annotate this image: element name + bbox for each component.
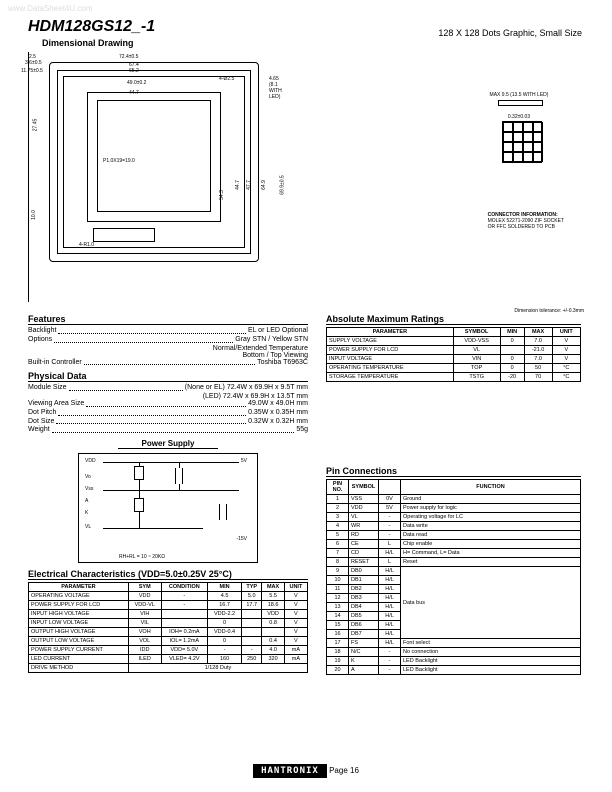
dim-2745: 27.45 [32,119,38,132]
dim-v477: 47.7 [246,180,252,190]
phys-module-k: Module Size [28,384,67,393]
elec-heading: Electrical Characteristics (VDD=5.0±0.25… [28,569,308,580]
dim-649: 64.9 [261,180,267,190]
abs-table: PARAMETERSYMBOLMINMAXUNITSUPPLY VOLTAGEV… [326,327,581,382]
phys-weight-k: Weight [28,426,50,435]
pw-vo: Vo [85,474,91,480]
dim-543: 54.3 [219,190,225,200]
feat-options-v3: Bottom / Top Viewing [28,352,308,359]
feat-backlight-v: EL or LED Optional [248,327,308,336]
phys-module-v2: (LED) 72.4W x 69.9H x 13.5T mm [28,393,308,400]
footer-logo: HANTRONIX [253,764,327,778]
phys-weight-v: 55g [296,426,308,435]
phys-module-v1: (None or EL) 72.4W x 69.9H x 9.5T mm [185,384,308,393]
pin-table: PIN NO.SYMBOLFUNCTION1VSS0VGround2VDD5VP… [326,479,581,675]
dim-w-652: 65.2 [129,68,139,74]
pw-a: A [85,498,88,504]
mechanical-diagram: 72.4±0.5 67.4 65.2 49.0±0.2 44.7 2.5 3.6… [28,52,584,302]
feat-backlight-k: Backlight [28,327,56,336]
phys-view-k: Viewing Area Size [28,400,84,409]
feat-options-v1: Gray STN / Yellow STN [235,336,308,345]
power-circuit: VDD 5V Vo Vss A K VL -15V RH+RL = 10 ~ 2… [78,453,258,563]
feat-options-k: Options [28,336,52,345]
dim-1175: 11.75±0.5 [21,68,43,74]
connector-info: CONNECTOR INFORMATION: MOLEX 52271-2090 … [488,212,564,230]
pw-15v: -15V [236,536,247,542]
pw-vss: Vss [85,486,93,492]
dim-100: 10.0 [31,210,37,220]
elec-table: PARAMETERSYMCONDITIONMINTYPMAXUNITOPERAT… [28,582,308,673]
resolution-heading: 128 X 128 Dots Graphic, Small Size [438,28,582,38]
power-heading: Power Supply [118,439,218,449]
pw-k: K [85,510,88,516]
phys-view-v: 49.0W x 49.0H mm [248,400,308,409]
dimensional-heading: Dimensional Drawing [42,38,584,48]
watermark: www.DataSheet4U.com [8,4,92,13]
pw-res: RH+RL = 10 ~ 20KΩ [119,554,165,560]
physical-heading: Physical Data [28,371,308,382]
max-led-label: MAX 9.5 (13.5 WITH LED) [484,92,554,98]
feat-controller-v: Toshiba T6963C [257,359,308,368]
pin-heading: Pin Connections [326,466,581,477]
feat-controller-k: Built-in Controller [28,359,82,368]
dim-699: 69.9±0.5 [280,175,286,194]
phys-pitch-v: 0.35W x 0.35H mm [248,409,308,418]
dim-w-49: 49.0±0.2 [127,80,146,86]
phys-dot-k: Dot Size [28,418,54,427]
dim-w-447: 44.7 [129,90,139,96]
pitch-label: 0.32±0.03 [484,114,554,120]
dim-4r10: 4-R1.0 [79,242,94,248]
pw-vl: VL [85,524,91,530]
features-heading: Features [28,314,308,325]
pw-5v: 5V [241,458,247,464]
phys-dot-v: 0.32W x 0.32H mm [248,418,308,427]
footer-page: Page 16 [329,766,359,775]
dim-465: 4.65 (8.1 WITH LED) [269,76,282,100]
pw-vdd: VDD [85,458,96,464]
footer: HANTRONIX Page 16 [0,764,612,778]
dot-detail: MAX 9.5 (13.5 WITH LED) 0.32±0.03 [484,92,554,163]
feat-options-v2: Normal/Extended Temperature [28,345,308,352]
dim-holes: 4-Ø2.5 [219,76,234,82]
dim-36: 3.6±0.5 [25,60,42,66]
connector-l2: OR FFC SOLDERED TO PCB [488,224,555,230]
dim-p10: P1.0X19=19.0 [103,158,135,164]
dim-w-724: 72.4±0.5 [119,54,138,60]
dim-v447: 44.7 [235,180,241,190]
abs-heading: Absolute Maximum Ratings [326,314,581,325]
phys-pitch-k: Dot Pitch [28,409,56,418]
